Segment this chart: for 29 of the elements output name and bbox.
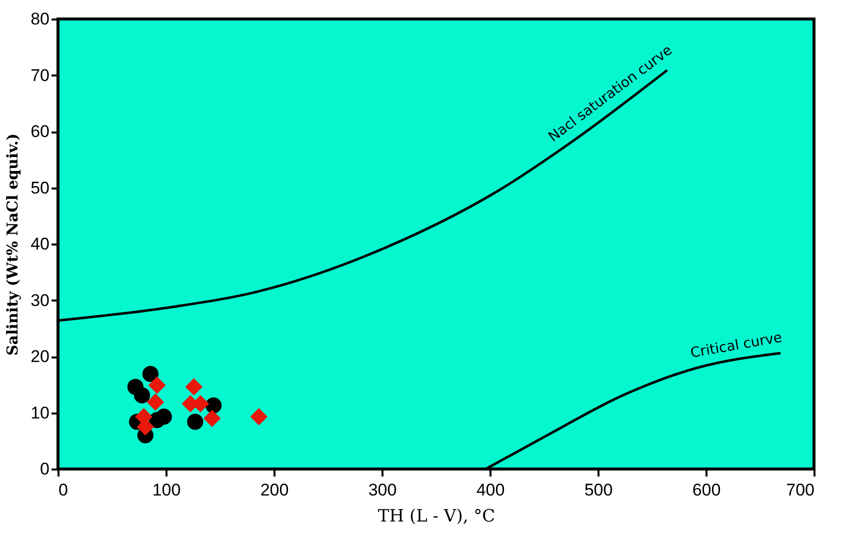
point [146,393,164,411]
y-tick-label: 70 [30,66,50,85]
y-tick-label: 60 [30,122,50,141]
y-axis-title: Salinity (Wt% NaCl equiv.) [4,133,22,356]
y-tick-label: 0 [40,460,50,478]
y-tick-label: 50 [30,178,50,198]
annotation: Critical curve [689,330,784,362]
x-tick-label: 300 [368,480,397,500]
point [250,408,268,426]
x-tick-label: 0 [58,480,68,500]
x-axis-title: TH (L - V), °C [378,506,496,526]
y-tick-label: 10 [30,403,50,422]
point [185,378,203,396]
y-tick-label: 30 [30,290,50,310]
y-tick-label: 20 [30,347,50,366]
point [148,412,166,428]
point [203,410,221,428]
point [134,387,150,404]
x-tick-label: 600 [692,480,721,500]
x-tick-label: 500 [584,480,613,500]
x-tick-label: 700 [786,480,814,500]
x-tick-label: 400 [476,480,505,500]
x-tick-label: 200 [260,480,289,500]
point [148,376,166,394]
point [187,414,204,430]
x-tick-label: 100 [152,480,181,500]
y-tick-label: 80 [30,10,50,28]
y-tick-label: 40 [30,234,50,254]
point [142,366,159,382]
